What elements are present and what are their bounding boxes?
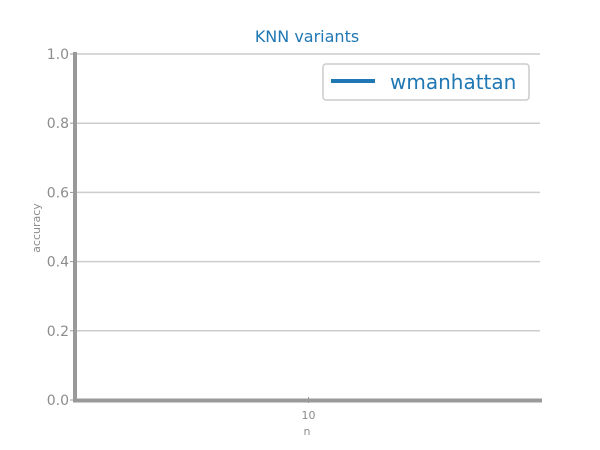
- x-axis-ticks: 10: [302, 397, 316, 422]
- y-tick-label: 0.4: [47, 255, 69, 271]
- y-tick-label: 0.2: [47, 324, 69, 340]
- y-tick-label: 1.0: [47, 47, 69, 63]
- x-axis-title: n: [304, 425, 311, 438]
- legend-box: [322, 63, 530, 101]
- grid-lines: [75, 53, 540, 332]
- y-tick-label: 0.8: [47, 116, 69, 132]
- chart-title: KNN variants: [255, 27, 359, 46]
- y-tick-label: 0.6: [47, 185, 69, 201]
- y-axis-title: accuracy: [30, 203, 43, 253]
- legend-label-wmanhattan: wmanhattan: [390, 70, 516, 94]
- y-axis-ticks: 0.0 0.2 0.4 0.6 0.8 1.0: [47, 47, 75, 409]
- legend: wmanhattan: [322, 63, 530, 101]
- x-tick-label: 10: [302, 409, 316, 422]
- y-tick-label: 0.0: [47, 393, 69, 409]
